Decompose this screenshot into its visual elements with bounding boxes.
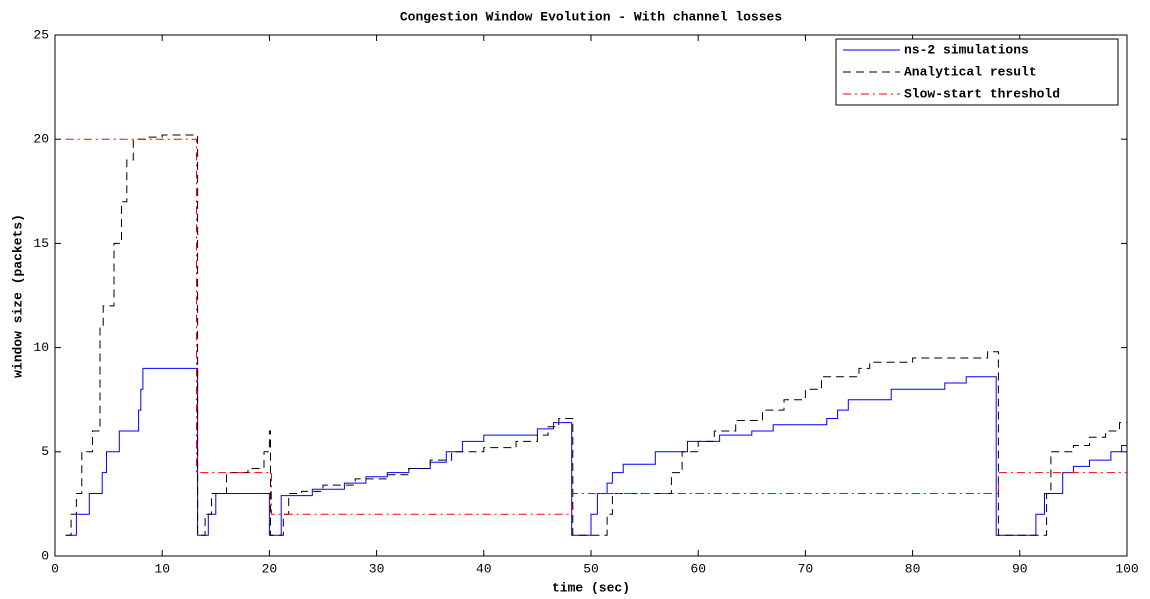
series-line (65, 138, 1127, 515)
y-tick-label: 0 (41, 548, 49, 563)
plot-frame (54, 34, 1128, 557)
legend-label: Slow-start threshold (904, 86, 1060, 101)
y-axis-label: window size (packets) (10, 214, 25, 378)
x-tick-label: 70 (798, 561, 814, 576)
x-tick-label: 30 (369, 561, 385, 576)
series-line (65, 134, 1127, 536)
x-tick-label: 90 (1012, 561, 1028, 576)
y-tick-label: 20 (33, 132, 49, 147)
legend-label: Analytical result (904, 64, 1037, 79)
x-tick-label: 60 (690, 561, 706, 576)
series-line (65, 367, 1127, 536)
x-tick-label: 100 (1115, 561, 1138, 576)
y-tick-label: 15 (33, 236, 49, 251)
y-tick-label: 10 (33, 340, 49, 355)
x-tick-label: 10 (154, 561, 170, 576)
y-tick-label: 25 (33, 27, 49, 42)
x-tick-label: 80 (905, 561, 921, 576)
x-tick-label: 50 (583, 561, 599, 576)
x-tick-label: 40 (476, 561, 492, 576)
x-tick-label: 0 (51, 561, 59, 576)
legend-label: ns-2 simulations (904, 42, 1029, 57)
y-tick-label: 5 (41, 444, 49, 459)
x-tick-label: 20 (262, 561, 278, 576)
x-axis-label: time (sec) (552, 580, 630, 595)
chart-title: Congestion Window Evolution - With chann… (400, 9, 782, 24)
